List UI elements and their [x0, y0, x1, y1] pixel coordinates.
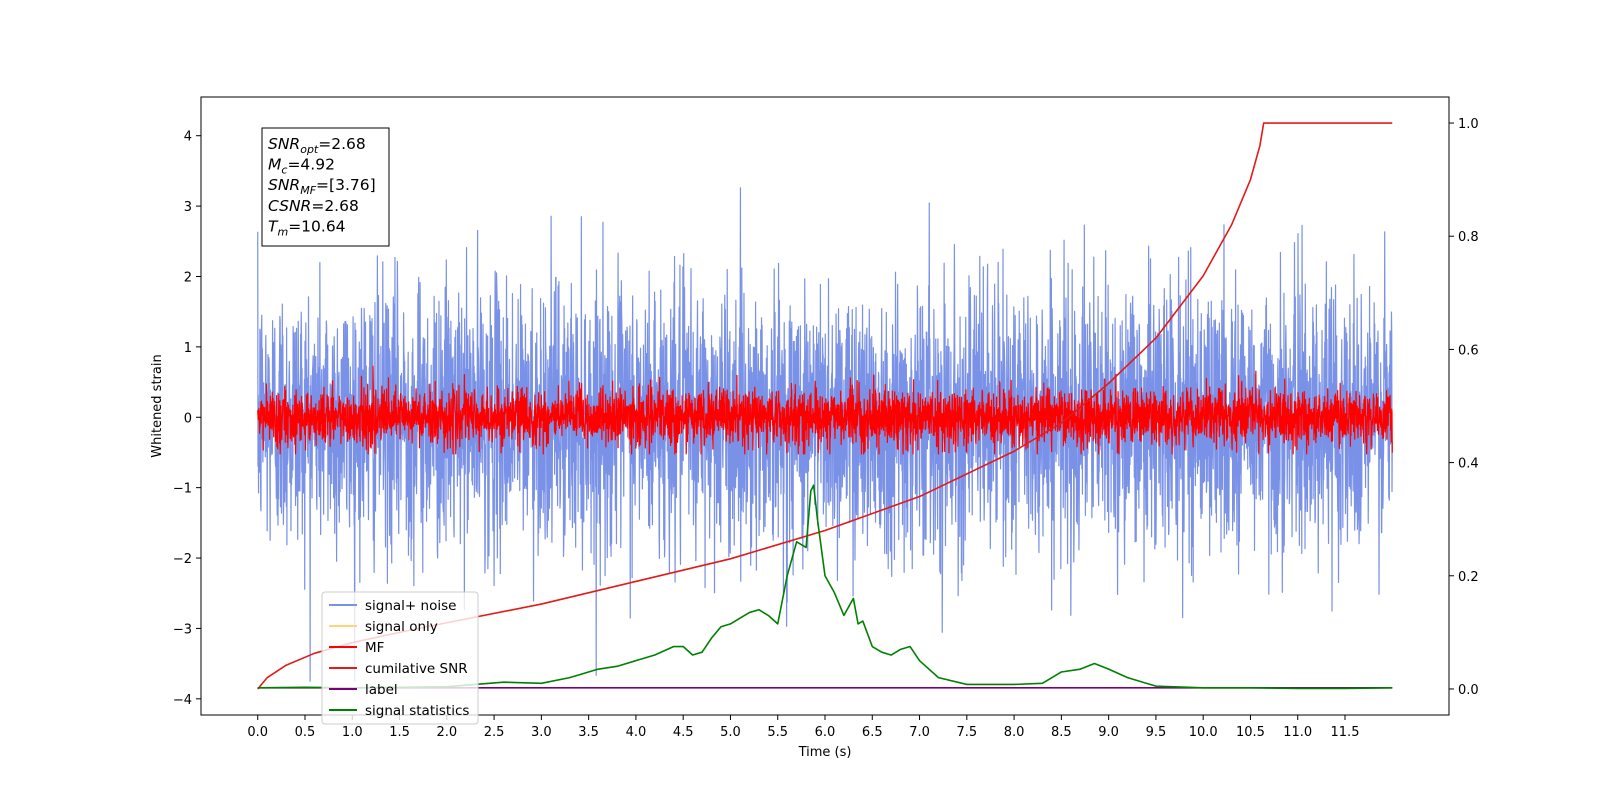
- x-tick-label: 1.5: [389, 725, 410, 740]
- legend-label: signal+ noise: [365, 598, 456, 614]
- y-axis-label: Whitened strain: [150, 354, 165, 457]
- y-tick-label: −2: [173, 552, 192, 567]
- series-signal-statistics: [257, 484, 1393, 690]
- x-tick-label: 8.5: [1051, 725, 1072, 740]
- right-tick-label: 1.0: [1458, 117, 1479, 132]
- annotation-line: CSNR=2.68: [268, 197, 359, 215]
- x-tick-label: 0.0: [247, 725, 268, 740]
- right-tick-label: 0.2: [1458, 570, 1479, 585]
- y-tick-label: −1: [173, 482, 192, 497]
- y-tick-label: −4: [173, 693, 192, 708]
- x-tick-label: 6.5: [862, 725, 883, 740]
- x-tick-label: 11.5: [1331, 725, 1360, 740]
- annotation-frame: [261, 127, 390, 247]
- right-tick-label: 0.0: [1458, 683, 1479, 698]
- x-tick-label: 7.0: [909, 725, 930, 740]
- x-tick-label: 4.0: [626, 725, 647, 740]
- legend-label: MF: [365, 640, 384, 656]
- x-tick-label: 0.5: [295, 725, 316, 740]
- legend-frame: [321, 591, 479, 725]
- x-tick-label: 6.0: [815, 725, 836, 740]
- legend: signal+ noise signal only MF cumilative SNR…: [321, 591, 479, 725]
- legend-label: label: [365, 682, 398, 698]
- y-tick-label: 4: [184, 130, 192, 145]
- x-tick-label: 7.5: [956, 725, 977, 740]
- annotation-line: Mc=4.92: [268, 156, 335, 177]
- legend-label: cumilative SNR: [365, 661, 468, 677]
- x-tick-label: 2.0: [436, 725, 457, 740]
- y-tick-label: 0: [184, 411, 192, 426]
- x-tick-label: 3.0: [531, 725, 552, 740]
- legend-label: signal only: [365, 619, 438, 635]
- y-tick-label: 2: [184, 270, 192, 285]
- y-tick-label: −3: [173, 622, 192, 637]
- y-axis-ticks: 4 3 2 1 0 −1 −2 −3 −4: [173, 130, 201, 708]
- x-tick-label: 2.5: [484, 725, 505, 740]
- x-tick-label: 11.0: [1283, 725, 1312, 740]
- right-tick-label: 0.6: [1458, 343, 1479, 358]
- y-tick-label: 3: [184, 200, 192, 215]
- right-tick-label: 0.8: [1458, 230, 1479, 245]
- x-tick-label: 1.0: [342, 725, 363, 740]
- right-tick-label: 0.4: [1458, 457, 1479, 472]
- x-tick-label: 9.5: [1146, 725, 1167, 740]
- x-tick-label: 4.5: [673, 725, 694, 740]
- x-axis-label: Time (s): [798, 745, 852, 760]
- x-tick-label: 5.0: [720, 725, 741, 740]
- annotation-line: SNRopt=2.68: [268, 135, 366, 156]
- series-mf: [257, 365, 1393, 455]
- right-axis-ticks: 1.0 0.8 0.6 0.4 0.2 0.0: [1449, 117, 1479, 698]
- legend-label: signal statistics: [365, 703, 469, 719]
- x-tick-label: 10.5: [1236, 725, 1265, 740]
- y-tick-label: 1: [184, 341, 192, 356]
- x-tick-label: 5.5: [767, 725, 788, 740]
- x-tick-label: 9.0: [1098, 725, 1119, 740]
- x-axis-ticks: 0.0 0.5 1.0 1.5 2.0 2.5 3.0 3.5 4.0 4.5 5.0 5.5 6.0 6…: [247, 715, 1359, 740]
- x-tick-label: 3.5: [578, 725, 599, 740]
- annotation-line: SNRMF=[3.76]: [268, 176, 376, 197]
- annotation-line: Tm=10.64: [268, 217, 346, 238]
- x-tick-label: 8.0: [1004, 725, 1025, 740]
- x-tick-label: 10.0: [1189, 725, 1218, 740]
